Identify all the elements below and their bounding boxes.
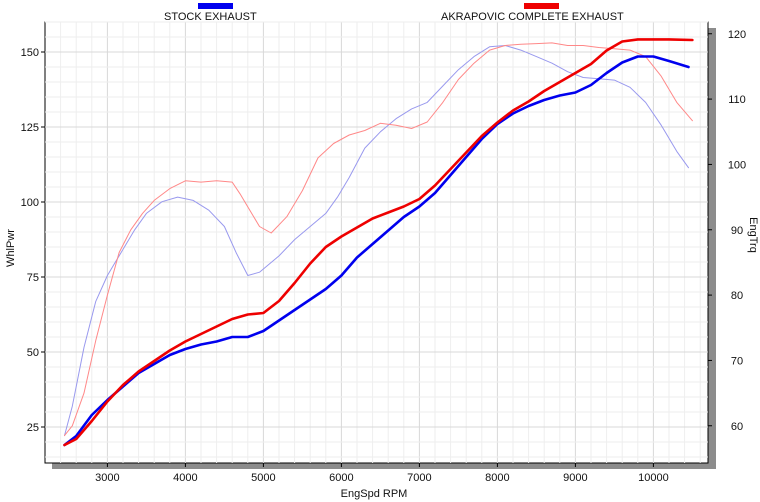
x-axis-title: EngSpd RPM: [341, 488, 408, 500]
x-tick-label: 6000: [329, 472, 353, 484]
y2-tick-label: 80: [731, 290, 743, 302]
y2-tick-label: 90: [731, 225, 743, 237]
y-axis-title: WhlPwr: [5, 229, 17, 267]
grid: [45, 21, 708, 463]
x-tick-label: 9000: [563, 472, 587, 484]
x-tick-label: 4000: [173, 472, 197, 484]
legend-label-akrapovic: AKRAPOVIC COMPLETE EXHAUST: [441, 11, 624, 23]
y-tick-label: 150: [21, 47, 39, 59]
x-tick-label: 3000: [95, 472, 119, 484]
x-tick-label: 5000: [251, 472, 275, 484]
y-tick-label: 25: [27, 422, 39, 434]
legend-label-stock: STOCK EXHAUST: [164, 11, 257, 23]
y2-tick-label: 110: [728, 94, 746, 106]
y-tick-label: 100: [21, 197, 39, 209]
x-tick-label: 10000: [638, 472, 669, 484]
y2-axis-title: EngTrq: [747, 217, 759, 253]
series-line-engtrq-akrapovic: [64, 42, 693, 437]
series-lines: [63, 38, 694, 447]
y-tick-label: 50: [27, 347, 39, 359]
series-line-whlpwr-akrapovic: [63, 38, 694, 447]
series-line-engtrq-stock: [64, 45, 689, 437]
legend-swatch-akrapovic: [524, 3, 559, 9]
legend-swatch-stock: [198, 3, 233, 9]
x-axis-ticks: 3000 4000 5000 6000 7000 8000 9000 10000: [95, 463, 669, 484]
y2-tick-label: 120: [728, 29, 746, 41]
y-axis-ticks: 25 50 75 100 125 150: [21, 47, 45, 434]
y2-axis-ticks: 60 70 80 90 100 110 120: [708, 29, 746, 433]
y2-tick-label: 100: [728, 159, 746, 171]
y-tick-label: 75: [27, 272, 39, 284]
y2-tick-label: 60: [731, 421, 743, 433]
y-tick-label: 125: [21, 122, 39, 134]
x-tick-label: 7000: [407, 472, 431, 484]
y2-tick-label: 70: [731, 355, 743, 367]
x-tick-label: 8000: [485, 472, 509, 484]
series-line-whlpwr-stock: [63, 55, 690, 447]
plot-area: [44, 21, 709, 464]
